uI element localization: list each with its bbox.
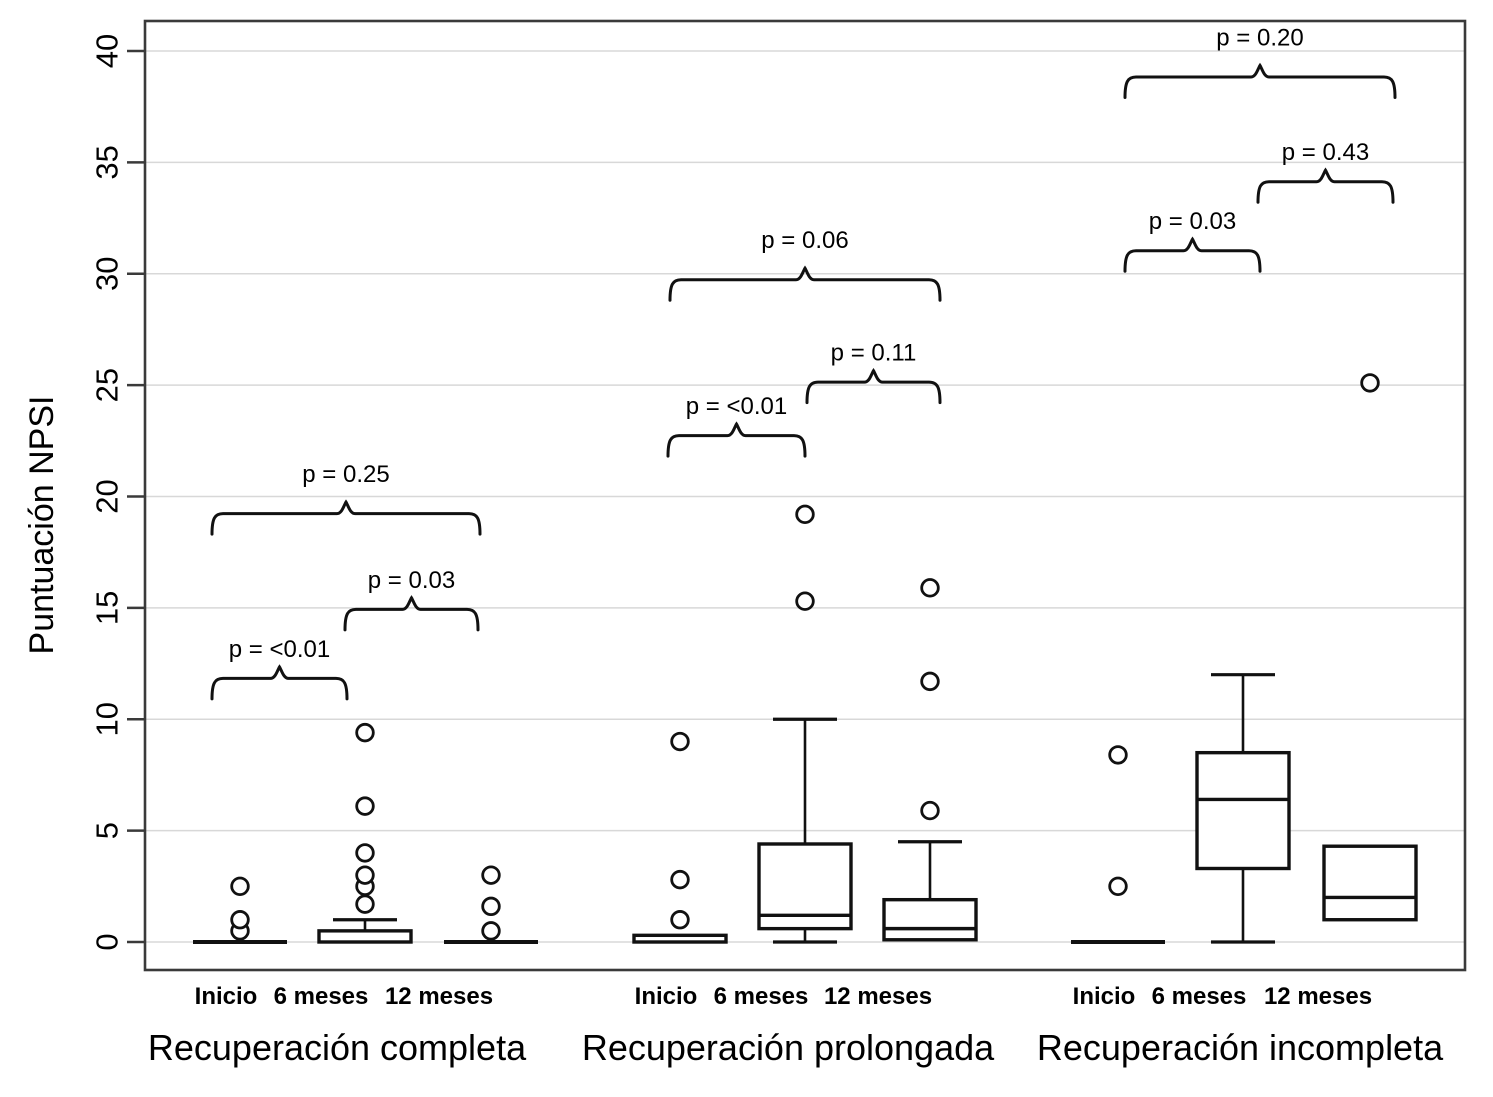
y-axis-tick-label: 20 [90, 479, 125, 513]
outlier-point [355, 894, 375, 914]
timepoint-label: 12 meses [1264, 983, 1372, 1010]
timepoint-label: 12 meses [385, 983, 493, 1010]
outlier-point [355, 722, 375, 743]
box-completa-Inicio [193, 876, 287, 944]
p-value-label: p = <0.01 [229, 636, 330, 663]
group-label: Recuperación prolongada [582, 1027, 995, 1068]
y-axis-title: Puntuación NPSI [23, 396, 61, 655]
significance-bracket [210, 664, 349, 701]
significance-bracket [1123, 236, 1262, 273]
significance-bracket [666, 421, 807, 458]
outlier-point [670, 910, 690, 930]
y-axis: 0 5 10 15 20 25 30 35 40 Puntuación NPSI [23, 34, 145, 951]
outlier-point [230, 876, 250, 897]
iqr-box [1322, 844, 1418, 922]
outlier-point [481, 896, 501, 917]
outlier-point [920, 578, 940, 598]
y-axis-tick-label: 40 [90, 34, 125, 68]
significance-bracket [343, 595, 480, 632]
box-prolongada-Inicio [632, 731, 728, 944]
timepoint-label: 6 meses [274, 983, 369, 1010]
outlier-point [230, 910, 250, 930]
outlier-point [481, 921, 501, 941]
group-label: Recuperación completa [148, 1027, 527, 1068]
p-value-label: p = 0.11 [831, 340, 917, 367]
outlier-point [920, 671, 940, 692]
outlier-point [670, 869, 690, 890]
p-value-label: p = 0.03 [368, 567, 455, 594]
p-value-label: p = 0.43 [1282, 139, 1369, 166]
box-completa-12meses [444, 865, 538, 944]
outlier-point [1360, 373, 1380, 393]
group-1: Inicio 6 meses 12 meses p = <0.01 p = 0.03 p … [148, 461, 538, 1068]
timepoint-label: 6 meses [1152, 983, 1247, 1010]
y-axis-tick-label: 15 [90, 591, 125, 625]
p-value-label: p = <0.01 [686, 393, 787, 420]
outlier-point [355, 796, 375, 816]
timepoint-label: Inicio [1073, 983, 1136, 1010]
timepoint-label: 12 meses [824, 983, 932, 1010]
iqr-box [317, 929, 413, 944]
y-axis-tick-label: 10 [90, 702, 125, 736]
p-value-label: p = 0.06 [761, 227, 848, 254]
box-incompleta-12meses [1322, 373, 1418, 922]
box-incompleta-Inicio [1071, 745, 1165, 944]
significance-bracket [1256, 167, 1395, 204]
timepoint-label: 6 meses [714, 983, 809, 1010]
timepoint-label: Inicio [635, 983, 698, 1010]
outlier-point [1108, 745, 1128, 765]
y-axis-tick-label: 5 [90, 822, 125, 839]
significance-bracket [668, 265, 942, 302]
timepoint-label: Inicio [195, 983, 258, 1010]
outlier-point [1108, 876, 1128, 897]
iqr-box [1195, 750, 1291, 871]
outlier-point [670, 731, 690, 752]
iqr-box [632, 933, 728, 944]
group-3: Inicio 6 meses 12 meses p = 0.03 p = 0.43 p =… [1037, 25, 1444, 1068]
p-value-label: p = 0.03 [1149, 208, 1236, 235]
significance-bracket [805, 367, 942, 405]
outlier-point [795, 504, 815, 525]
significance-bracket [210, 499, 482, 536]
y-axis-tick-label: 35 [90, 145, 125, 179]
p-value-label: p = 0.25 [302, 461, 389, 488]
y-axis-tick-label: 25 [90, 368, 125, 402]
outlier-point [795, 591, 815, 611]
box-incompleta-6meses [1195, 673, 1291, 944]
outlier-point [355, 843, 375, 863]
significance-bracket [1123, 62, 1397, 100]
box-prolongada-6meses [757, 504, 853, 944]
outlier-point [355, 865, 375, 885]
group-label: Recuperación incompleta [1037, 1027, 1444, 1068]
box-prolongada-12meses [882, 578, 978, 942]
y-axis-tick-label: 30 [90, 257, 125, 291]
box-completa-6meses [317, 722, 413, 944]
outlier-point [481, 865, 501, 885]
p-value-label: p = 0.20 [1216, 25, 1303, 52]
group-2: Inicio 6 meses 12 meses p = <0.01 p = 0.11 p … [582, 227, 995, 1068]
outlier-point [920, 800, 940, 821]
iqr-box [882, 897, 978, 942]
y-axis-tick-label: 0 [90, 933, 125, 950]
